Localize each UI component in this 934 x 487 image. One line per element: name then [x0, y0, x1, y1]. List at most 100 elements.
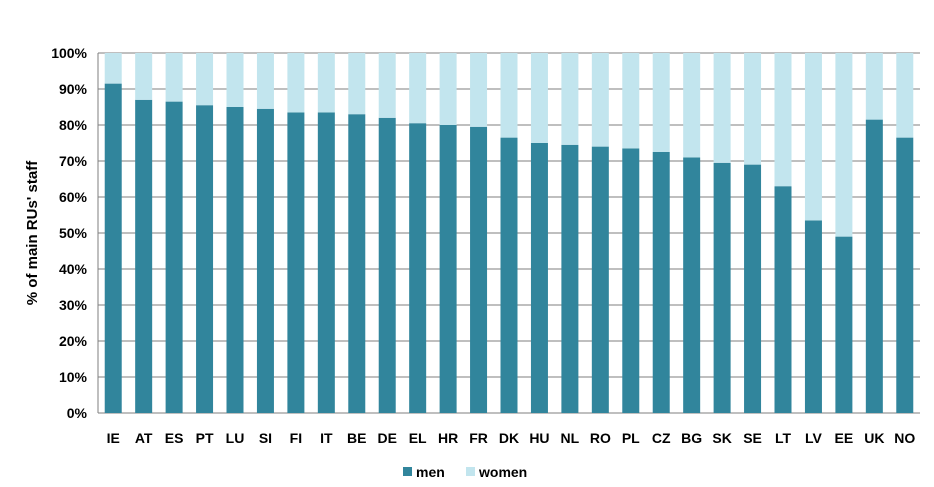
x-tick-label: RO [590, 430, 611, 446]
bar-women-se [744, 53, 762, 165]
bar-men-bg [683, 157, 701, 413]
bar-men-ie [104, 83, 122, 413]
bars [104, 53, 914, 414]
x-tick-label: SK [712, 430, 731, 446]
bar-women-cz [652, 53, 670, 152]
bar-men-es [165, 101, 183, 413]
x-tick-label: CZ [652, 430, 671, 446]
x-tick-label: IE [107, 430, 120, 446]
bar-men-ee [835, 236, 853, 413]
bar-men-de [378, 117, 396, 414]
bar-women-hr [439, 53, 457, 125]
x-tick-label: SE [743, 430, 762, 446]
bar-men-no [896, 137, 914, 413]
bar-women-ro [591, 53, 609, 147]
legend: men women [403, 464, 527, 480]
bar-women-ee [835, 53, 853, 237]
bar-women-lt [774, 53, 792, 187]
bar-women-be [348, 53, 366, 115]
x-tick-label: NO [894, 430, 915, 446]
y-tick-label: 0% [67, 405, 88, 421]
x-tick-label: PL [622, 430, 640, 446]
bar-men-it [317, 112, 335, 414]
legend-label-women: women [478, 464, 527, 480]
bar-men-se [744, 164, 762, 413]
bar-women-dk [500, 53, 518, 138]
bar-women-it [317, 53, 335, 113]
x-tick-label: UK [864, 430, 884, 446]
bar-men-hu [530, 143, 548, 413]
bar-men-el [409, 123, 427, 413]
bar-men-hr [439, 125, 457, 413]
x-axis-ticks: IE AT ES PT LU SI FI IT BE DE EL HR FR DK HU NL RO PL CZ BG… [107, 430, 916, 446]
bar-men-uk [865, 119, 883, 413]
bar-women-pt [196, 53, 214, 106]
bar-women-nl [561, 53, 579, 145]
bar-women-at [135, 53, 153, 100]
bar-women-el [409, 53, 427, 124]
bar-men-sk [713, 162, 731, 413]
bar-women-de [378, 53, 396, 118]
bar-men-cz [652, 152, 670, 413]
x-tick-label: EE [835, 430, 854, 446]
legend-swatch-men [403, 467, 412, 476]
bar-men-pl [622, 148, 640, 413]
bar-men-lv [804, 220, 822, 413]
bar-women-bg [683, 53, 701, 158]
x-tick-label: IT [320, 430, 333, 446]
bar-women-uk [865, 53, 883, 120]
x-tick-label: LT [775, 430, 792, 446]
y-tick-label: 60% [59, 189, 88, 205]
x-tick-label: DE [377, 430, 396, 446]
x-tick-label: LV [805, 430, 823, 446]
bar-women-no [896, 53, 914, 138]
bar-women-fi [287, 53, 305, 113]
bar-women-pl [622, 53, 640, 149]
bar-women-es [165, 53, 183, 102]
bar-men-fi [287, 112, 305, 414]
y-tick-label: 70% [59, 153, 88, 169]
y-axis-ticks: 0% 10% 20% 30% 40% 50% 60% 70% 80% 90% 100% [51, 45, 87, 421]
bar-men-pt [196, 105, 214, 413]
y-tick-label: 50% [59, 225, 88, 241]
x-tick-label: NL [561, 430, 580, 446]
legend-label-men: men [416, 464, 445, 480]
bar-men-be [348, 114, 366, 413]
x-tick-label: AT [135, 430, 153, 446]
y-tick-label: 30% [59, 297, 88, 313]
x-tick-label: FR [469, 430, 488, 446]
bar-men-nl [561, 144, 579, 414]
bar-men-si [256, 108, 274, 414]
bar-women-hu [530, 53, 548, 143]
x-tick-label: ES [165, 430, 184, 446]
bar-men-lu [226, 107, 244, 413]
y-tick-label: 10% [59, 369, 88, 385]
x-tick-label: HR [438, 430, 458, 446]
x-tick-label: PT [196, 430, 214, 446]
y-tick-label: 40% [59, 261, 88, 277]
bar-men-ro [591, 146, 609, 413]
y-tick-label: 90% [59, 81, 88, 97]
bar-women-si [256, 53, 274, 109]
legend-swatch-women [466, 467, 475, 476]
x-tick-label: DK [499, 430, 519, 446]
x-tick-label: HU [529, 430, 549, 446]
x-tick-label: FI [290, 430, 302, 446]
bar-women-lv [804, 53, 822, 221]
x-tick-label: LU [226, 430, 245, 446]
y-tick-label: 20% [59, 333, 88, 349]
bar-women-ie [104, 53, 122, 84]
bar-men-fr [470, 126, 488, 414]
x-tick-label: SI [259, 430, 272, 446]
x-tick-label: BG [681, 430, 702, 446]
bar-women-lu [226, 53, 244, 107]
x-tick-label: EL [409, 430, 427, 446]
x-tick-label: BE [347, 430, 366, 446]
bar-men-dk [500, 137, 518, 413]
bar-women-fr [470, 53, 488, 127]
bar-men-lt [774, 186, 792, 413]
bar-women-sk [713, 53, 731, 163]
bar-men-at [135, 99, 153, 414]
y-axis-label: % of main RUs' staff [24, 160, 41, 305]
